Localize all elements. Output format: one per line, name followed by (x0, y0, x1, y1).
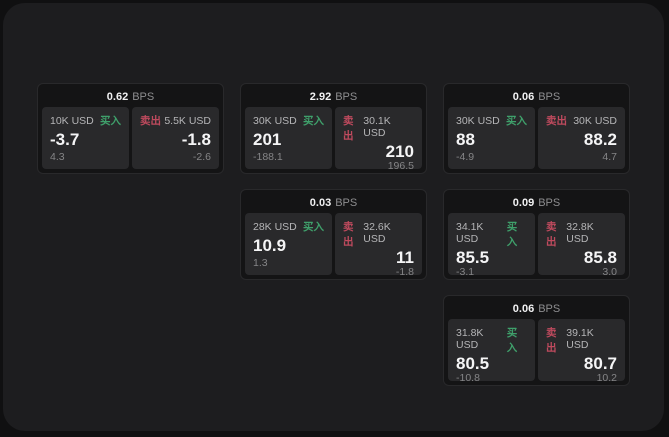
sell-size: 30.1K USD (363, 115, 391, 139)
buy-panel[interactable]: 30K USD 买入 88 -4.9 (448, 107, 535, 169)
sell-change: 196.5 (387, 160, 414, 172)
quote-card-5: 0.09 BPS 34.1K USD 买入 85.5 -3.1 卖出 32.8K… (443, 189, 630, 280)
sell-change: 10.2 (596, 372, 617, 384)
sell-panel[interactable]: 卖出 32.6K USD 11 -1.8 (335, 213, 422, 278)
card-header: 2.92 BPS (241, 84, 426, 106)
sell-price: -1.8 (181, 130, 211, 149)
bps-unit-label: BPS (538, 90, 561, 103)
card-header: 0.62 BPS (38, 84, 223, 106)
buy-panel[interactable]: 28K USD 买入 10.9 1.3 (245, 213, 332, 275)
buy-label: 买入 (100, 115, 121, 127)
sell-price: 80.7 (583, 354, 617, 373)
quote-card-2: 2.92 BPS 30K USD 买入 201 -188.1 卖出 30.1K … (240, 83, 427, 174)
sell-panel[interactable]: 卖出 32.8K USD 85.8 3.0 (538, 213, 625, 278)
buy-change: 4.3 (50, 151, 65, 163)
sell-price: 85.8 (583, 248, 617, 267)
sell-label: 卖出 (343, 221, 354, 248)
buy-size: 28K USD (253, 221, 297, 233)
bps-unit-label: BPS (335, 196, 358, 209)
card-body: 31.8K USD 买入 80.5 -10.8 卖出 39.1K USD 80.… (444, 318, 629, 385)
sell-size: 32.8K USD (566, 221, 594, 245)
bps-value: 0.62 (106, 90, 129, 103)
sell-change: -1.8 (395, 266, 414, 278)
buy-change: 1.3 (253, 257, 268, 269)
buy-price: -3.7 (50, 130, 80, 149)
buy-price: 10.9 (253, 236, 287, 255)
sell-label: 卖出 (546, 327, 557, 354)
sell-change: -2.6 (192, 151, 211, 163)
buy-price: 80.5 (456, 354, 490, 373)
buy-price: 201 (253, 130, 282, 149)
card-header: 0.06 BPS (444, 84, 629, 106)
bps-value: 2.92 (309, 90, 332, 103)
bps-unit-label: BPS (132, 90, 155, 103)
buy-size: 30K USD (456, 115, 500, 127)
bps-unit-label: BPS (335, 90, 358, 103)
buy-label: 买入 (303, 221, 324, 233)
sell-size: 39.1K USD (566, 327, 594, 351)
sell-size: 30K USD (573, 115, 617, 127)
buy-size: 30K USD (253, 115, 297, 127)
bps-value: 0.06 (512, 90, 535, 103)
sell-label: 卖出 (546, 115, 567, 127)
bps-value: 0.06 (512, 302, 535, 315)
card-body: 34.1K USD 买入 85.5 -3.1 卖出 32.8K USD 85.8… (444, 212, 629, 279)
sell-panel[interactable]: 卖出 30K USD 88.2 4.7 (538, 107, 625, 169)
sell-size: 5.5K USD (164, 115, 211, 127)
sell-panel[interactable]: 卖出 5.5K USD -1.8 -2.6 (132, 107, 219, 169)
sell-price: 88.2 (583, 130, 617, 149)
buy-label: 买入 (506, 115, 527, 127)
card-header: 0.09 BPS (444, 190, 629, 212)
sell-change: 3.0 (602, 266, 617, 278)
buy-price: 85.5 (456, 248, 490, 267)
bps-unit-label: BPS (538, 302, 561, 315)
card-body: 30K USD 买入 88 -4.9 卖出 30K USD 88.2 4.7 (444, 106, 629, 173)
sell-change: 4.7 (602, 151, 617, 163)
bps-value: 0.03 (309, 196, 332, 209)
buy-label: 买入 (506, 221, 518, 248)
sell-label: 卖出 (546, 221, 557, 248)
card-header: 0.06 BPS (444, 296, 629, 318)
app-window: 0.62 BPS 10K USD 买入 -3.7 4.3 卖出 5.5K USD… (3, 3, 664, 431)
bps-value: 0.09 (512, 196, 535, 209)
sell-label: 卖出 (140, 115, 161, 127)
buy-size: 10K USD (50, 115, 94, 127)
buy-label: 买入 (303, 115, 324, 127)
buy-panel[interactable]: 30K USD 买入 201 -188.1 (245, 107, 332, 169)
card-header: 0.03 BPS (241, 190, 426, 212)
quote-card-6: 0.06 BPS 31.8K USD 买入 80.5 -10.8 卖出 39.1… (443, 295, 630, 386)
buy-size: 34.1K USD (456, 221, 484, 245)
sell-price: 11 (396, 248, 414, 267)
buy-change: -10.8 (456, 372, 480, 384)
buy-panel[interactable]: 34.1K USD 买入 85.5 -3.1 (448, 213, 535, 278)
quote-card-1: 0.62 BPS 10K USD 买入 -3.7 4.3 卖出 5.5K USD… (37, 83, 224, 174)
sell-panel[interactable]: 卖出 39.1K USD 80.7 10.2 (538, 319, 625, 384)
sell-price: 210 (385, 142, 414, 161)
bps-unit-label: BPS (538, 196, 561, 209)
card-body: 10K USD 买入 -3.7 4.3 卖出 5.5K USD -1.8 -2.… (38, 106, 223, 173)
buy-label: 买入 (506, 327, 518, 354)
buy-size: 31.8K USD (456, 327, 484, 351)
sell-label: 卖出 (343, 115, 354, 142)
buy-change: -188.1 (253, 151, 283, 163)
buy-change: -4.9 (456, 151, 475, 163)
buy-price: 88 (456, 130, 475, 149)
card-body: 30K USD 买入 201 -188.1 卖出 30.1K USD 210 1… (241, 106, 426, 173)
buy-panel[interactable]: 31.8K USD 买入 80.5 -10.8 (448, 319, 535, 384)
quote-card-3: 0.06 BPS 30K USD 买入 88 -4.9 卖出 30K USD 8… (443, 83, 630, 174)
card-body: 28K USD 买入 10.9 1.3 卖出 32.6K USD 11 -1.8 (241, 212, 426, 279)
sell-size: 32.6K USD (363, 221, 391, 245)
buy-panel[interactable]: 10K USD 买入 -3.7 4.3 (42, 107, 129, 169)
sell-panel[interactable]: 卖出 30.1K USD 210 196.5 (335, 107, 422, 172)
quote-card-4: 0.03 BPS 28K USD 买入 10.9 1.3 卖出 32.6K US… (240, 189, 427, 280)
buy-change: -3.1 (456, 266, 475, 278)
